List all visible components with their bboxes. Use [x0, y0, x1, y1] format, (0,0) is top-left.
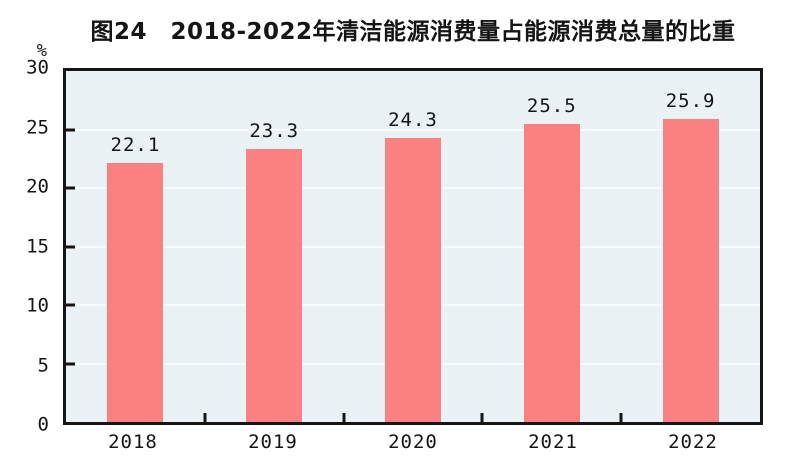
- bar-column-2020: 24.3: [344, 71, 483, 422]
- bar-value-label-2020: 24.3: [388, 108, 438, 131]
- bar-column-2021: 25.5: [482, 71, 621, 422]
- bar-2021: [523, 123, 580, 422]
- x-tick-label-2018: 2018: [108, 431, 158, 453]
- y-tick-label-30: 30: [26, 56, 49, 79]
- y-tick-mark-10: [66, 303, 75, 307]
- bar-value-label-2019: 23.3: [249, 120, 300, 143]
- plot-area: 22.1 23.3 24.3 25.5 25.9: [63, 68, 763, 425]
- x-tick-label-2019: 2019: [248, 431, 298, 453]
- bar-2019: [246, 149, 303, 422]
- y-axis-unit-label: %: [36, 41, 47, 61]
- bar-column-2018: 22.1: [66, 71, 205, 422]
- x-tick-label-2022: 2022: [668, 431, 718, 453]
- bar-value-label-2018: 22.1: [110, 134, 161, 157]
- x-tick-label-2021: 2021: [528, 431, 578, 453]
- bar-2022: [662, 118, 719, 422]
- x-tick-mark-3: [480, 413, 484, 422]
- y-tick-label-25: 25: [26, 116, 49, 138]
- bars-row: 22.1 23.3 24.3 25.5 25.9: [66, 71, 760, 422]
- x-tick-label-2020: 2020: [388, 431, 438, 453]
- bar-column-2019: 23.3: [205, 71, 344, 422]
- bar-value-label-2022: 25.9: [665, 89, 716, 112]
- gridline-25: [66, 128, 760, 131]
- y-tick-label-10: 10: [26, 294, 49, 317]
- y-tick-mark-20: [66, 186, 75, 190]
- x-axis-tick-labels: 2018 2019 2020 2021 2022: [63, 431, 763, 453]
- y-tick-mark-15: [66, 245, 75, 248]
- y-tick-label-5: 5: [37, 354, 49, 376]
- x-tick-mark-4: [619, 413, 623, 422]
- y-tick-mark-5: [66, 362, 75, 365]
- x-tick-mark-1: [203, 413, 207, 422]
- y-tick-label-15: 15: [26, 235, 49, 257]
- chart-title: 图24 2018-2022年清洁能源消费量占能源消费总量的比重: [90, 19, 736, 45]
- bar-2020: [384, 137, 441, 422]
- y-tick-mark-25: [66, 128, 75, 131]
- bar-column-2022: 25.9: [621, 71, 760, 422]
- x-tick-mark-2: [342, 413, 346, 422]
- bar-2018: [107, 163, 164, 422]
- bar-value-label-2021: 25.5: [526, 94, 577, 117]
- y-tick-label-20: 20: [26, 175, 49, 198]
- y-axis-tick-labels: 0 5 10 15 20 25 30: [0, 58, 63, 434]
- y-tick-label-0: 0: [37, 413, 49, 436]
